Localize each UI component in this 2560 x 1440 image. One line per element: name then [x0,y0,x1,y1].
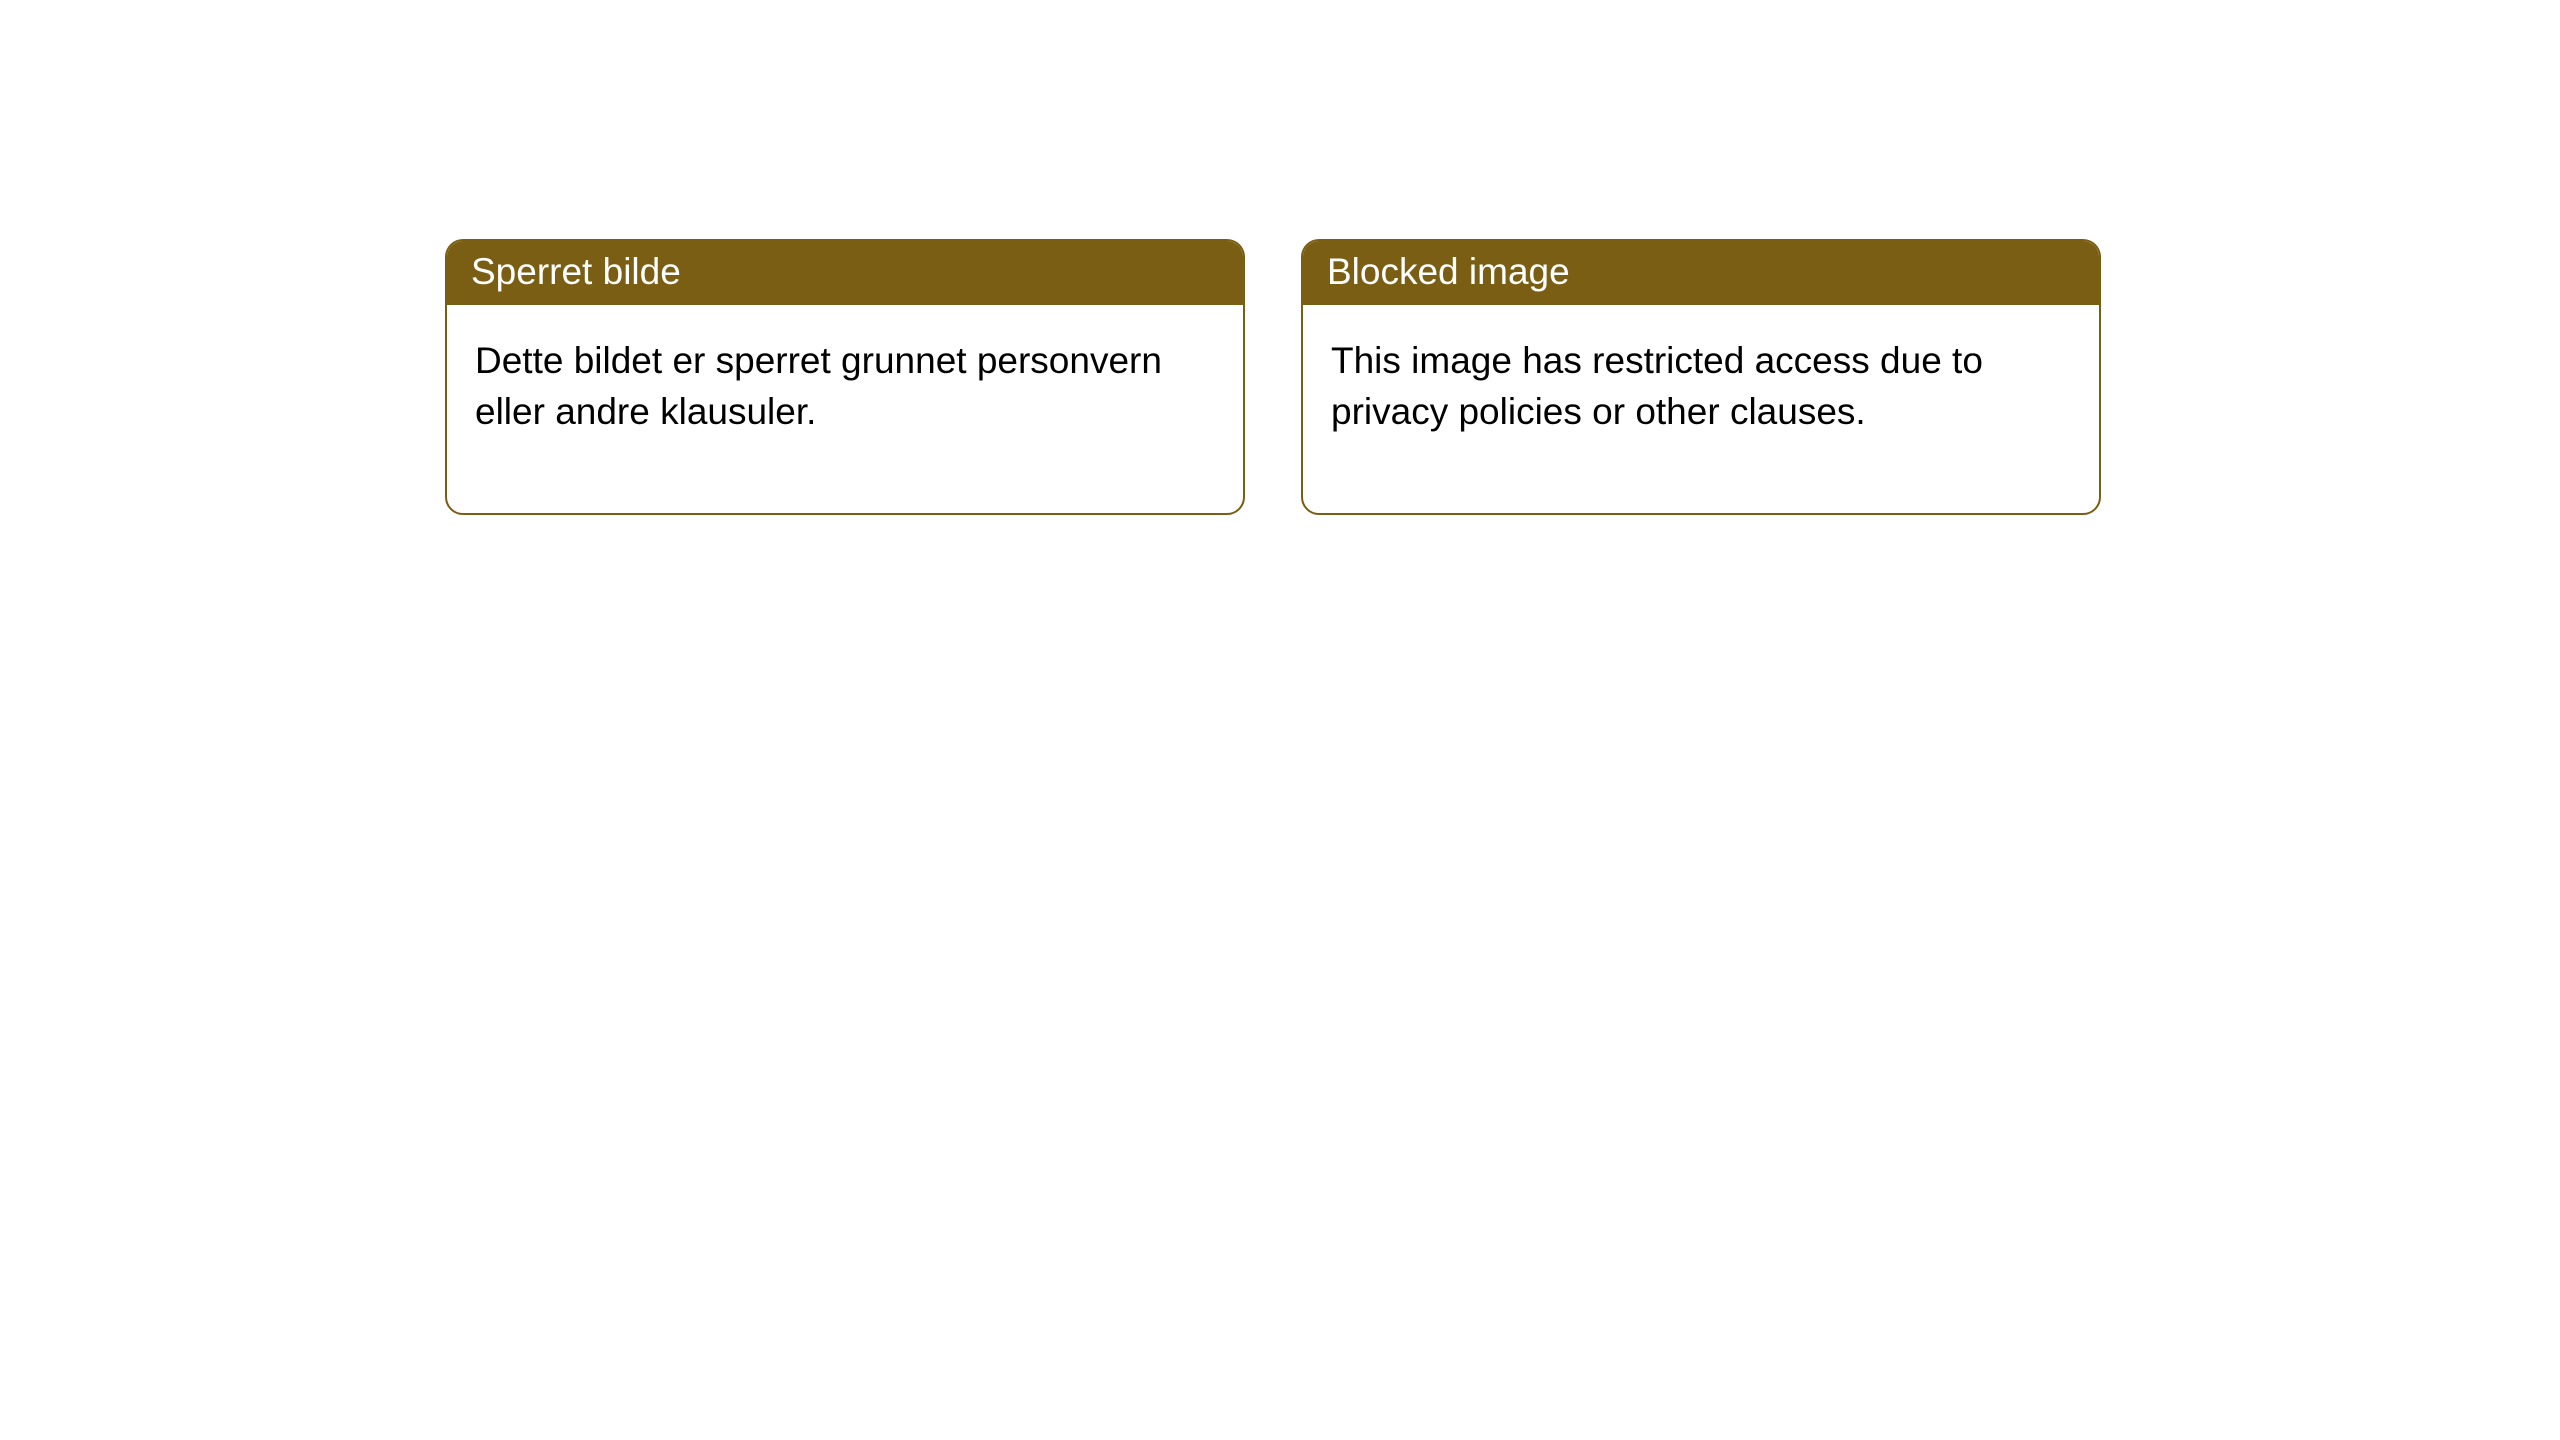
notice-body: Dette bildet er sperret grunnet personve… [447,305,1243,513]
notice-card-english: Blocked image This image has restricted … [1301,239,2101,515]
notice-card-norwegian: Sperret bilde Dette bildet er sperret gr… [445,239,1245,515]
notice-title: Blocked image [1303,241,2099,305]
notice-container: Sperret bilde Dette bildet er sperret gr… [0,0,2560,515]
notice-body: This image has restricted access due to … [1303,305,2099,513]
notice-title: Sperret bilde [447,241,1243,305]
